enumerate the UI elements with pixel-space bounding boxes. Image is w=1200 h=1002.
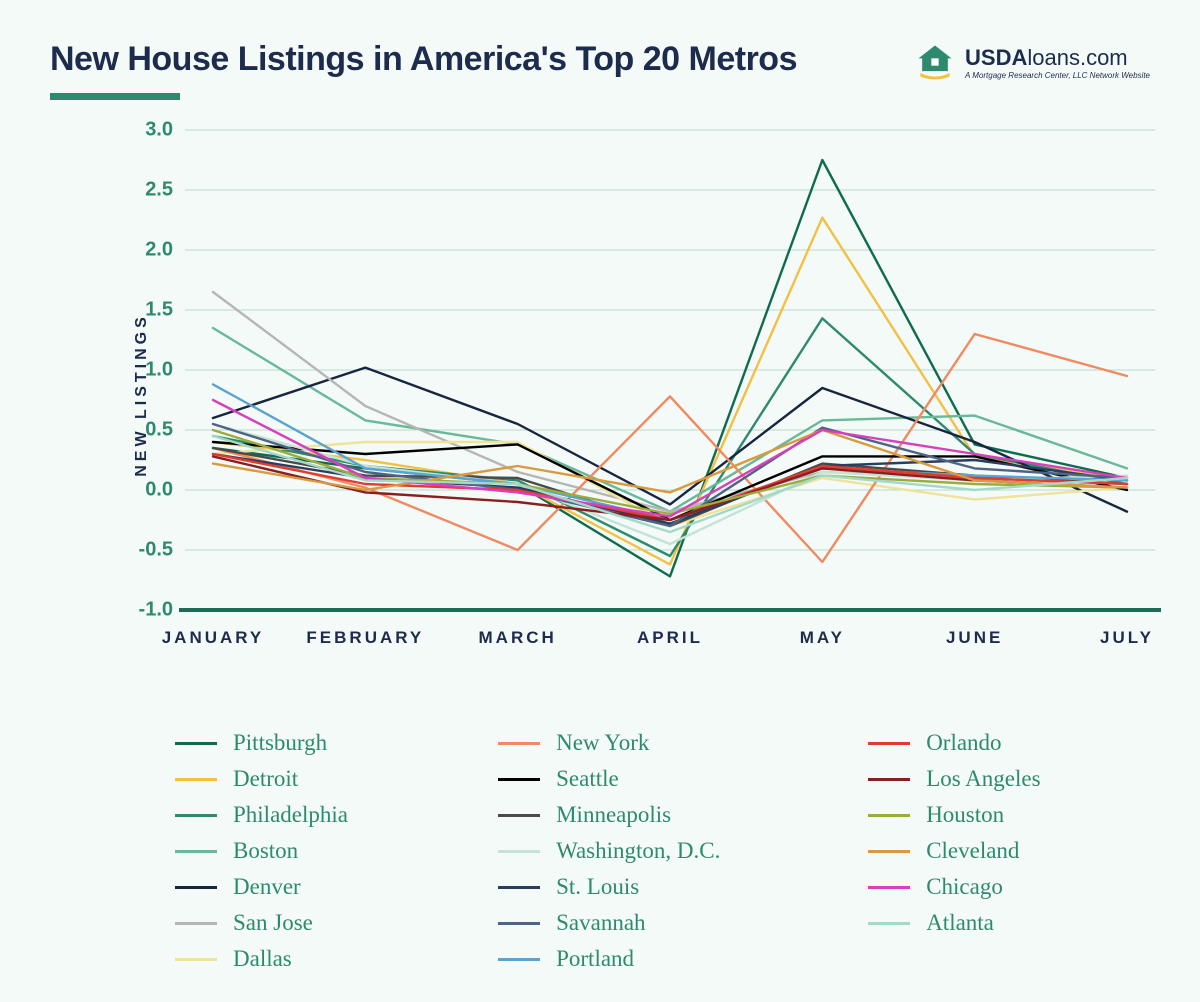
- legend-item: San Jose: [175, 910, 488, 936]
- legend-item: Detroit: [175, 766, 488, 792]
- y-tick-label: -1.0: [139, 599, 173, 622]
- legend-item: Houston: [868, 802, 1150, 828]
- legend-label: San Jose: [233, 910, 313, 936]
- legend-label: Denver: [233, 874, 301, 900]
- legend: Pittsburgh New York Orlando Detroit Seattle L…: [175, 730, 1150, 972]
- header: New House Listings in America's Top 20 M…: [50, 40, 1150, 100]
- legend-item: [868, 946, 1150, 972]
- legend-label: Boston: [233, 838, 298, 864]
- title-underline: [50, 93, 180, 100]
- legend-swatch: [498, 850, 540, 853]
- y-tick-label: 0.0: [145, 479, 173, 502]
- y-tick-label: 3.0: [145, 119, 173, 142]
- plot-area: -1.0-0.50.00.51.01.52.02.53.0JANUARYFEBR…: [185, 130, 1155, 610]
- legend-swatch: [498, 742, 540, 745]
- legend-label: Dallas: [233, 946, 292, 972]
- x-tick-label: JANUARY: [162, 628, 265, 648]
- legend-swatch: [868, 886, 910, 889]
- legend-label: Portland: [556, 946, 634, 972]
- legend-label: Savannah: [556, 910, 645, 936]
- logo-tagline: A Mortgage Research Center, LLC Network …: [965, 71, 1150, 80]
- y-tick-label: -0.5: [139, 539, 173, 562]
- legend-swatch: [868, 850, 910, 853]
- legend-swatch: [498, 922, 540, 925]
- legend-item: Boston: [175, 838, 488, 864]
- legend-label: Pittsburgh: [233, 730, 327, 756]
- legend-swatch: [868, 742, 910, 745]
- legend-item: Portland: [498, 946, 858, 972]
- legend-label: Philadelphia: [233, 802, 348, 828]
- legend-swatch: [498, 778, 540, 781]
- legend-swatch: [175, 742, 217, 745]
- legend-label: St. Louis: [556, 874, 639, 900]
- legend-item: Chicago: [868, 874, 1150, 900]
- legend-item: Los Angeles: [868, 766, 1150, 792]
- legend-swatch: [175, 886, 217, 889]
- legend-item: Washington, D.C.: [498, 838, 858, 864]
- legend-swatch: [175, 814, 217, 817]
- house-icon: [913, 40, 957, 84]
- legend-label: Houston: [926, 802, 1004, 828]
- legend-label: Orlando: [926, 730, 1001, 756]
- x-tick-label: MAY: [800, 628, 845, 648]
- legend-item: New York: [498, 730, 858, 756]
- legend-swatch: [175, 958, 217, 961]
- legend-label: Los Angeles: [926, 766, 1040, 792]
- legend-swatch: [868, 814, 910, 817]
- line-chart: NEW LISTINGS -1.0-0.50.00.51.01.52.02.53…: [80, 130, 1150, 660]
- page-title: New House Listings in America's Top 20 M…: [50, 40, 797, 79]
- x-tick-label: JULY: [1100, 628, 1154, 648]
- y-tick-label: 1.5: [145, 299, 173, 322]
- x-tick-label: FEBRUARY: [306, 628, 424, 648]
- legend-item: Orlando: [868, 730, 1150, 756]
- legend-label: Minneapolis: [556, 802, 671, 828]
- legend-label: Detroit: [233, 766, 298, 792]
- legend-item: St. Louis: [498, 874, 858, 900]
- y-axis-label: NEW LISTINGS: [133, 313, 151, 477]
- y-tick-label: 2.0: [145, 239, 173, 262]
- x-tick-label: MARCH: [479, 628, 557, 648]
- legend-label: Cleveland: [926, 838, 1019, 864]
- legend-label: Seattle: [556, 766, 619, 792]
- legend-swatch: [498, 886, 540, 889]
- x-tick-label: APRIL: [637, 628, 703, 648]
- legend-label: New York: [556, 730, 649, 756]
- legend-swatch: [498, 958, 540, 961]
- brand-logo: USDAloans.com A Mortgage Research Center…: [913, 40, 1150, 84]
- y-tick-label: 2.5: [145, 179, 173, 202]
- legend-item: Cleveland: [868, 838, 1150, 864]
- legend-swatch: [175, 778, 217, 781]
- legend-label: Washington, D.C.: [556, 838, 720, 864]
- logo-text: USDAloans.com A Mortgage Research Center…: [965, 45, 1150, 80]
- legend-swatch: [868, 922, 910, 925]
- legend-swatch: [175, 850, 217, 853]
- y-tick-label: 0.5: [145, 419, 173, 442]
- legend-swatch: [868, 778, 910, 781]
- legend-item: Philadelphia: [175, 802, 488, 828]
- legend-label: Chicago: [926, 874, 1003, 900]
- x-tick-label: JUNE: [946, 628, 1003, 648]
- y-tick-label: 1.0: [145, 359, 173, 382]
- legend-item: Atlanta: [868, 910, 1150, 936]
- chart-svg: [185, 130, 1155, 610]
- title-block: New House Listings in America's Top 20 M…: [50, 40, 797, 100]
- legend-swatch: [175, 922, 217, 925]
- legend-item: Pittsburgh: [175, 730, 488, 756]
- legend-item: Savannah: [498, 910, 858, 936]
- logo-wordmark: USDAloans.com: [965, 45, 1150, 71]
- legend-item: Dallas: [175, 946, 488, 972]
- legend-swatch: [498, 814, 540, 817]
- legend-label: Atlanta: [926, 910, 994, 936]
- legend-item: Denver: [175, 874, 488, 900]
- legend-item: Minneapolis: [498, 802, 858, 828]
- legend-item: Seattle: [498, 766, 858, 792]
